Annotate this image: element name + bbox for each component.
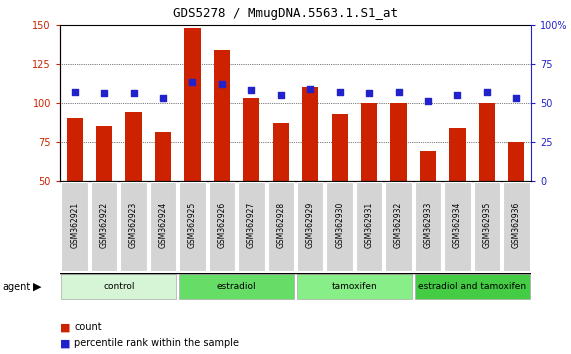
Point: [70, 89, 79, 95]
Point: [276, 92, 286, 98]
Bar: [96, 126, 112, 181]
Point: [99, 91, 108, 96]
FancyBboxPatch shape: [444, 182, 471, 271]
Text: GSM362922: GSM362922: [99, 202, 108, 248]
Point: [394, 89, 403, 95]
Text: GSM362930: GSM362930: [335, 201, 344, 248]
Text: estradiol and tamoxifen: estradiol and tamoxifen: [418, 282, 526, 291]
Point: [129, 91, 138, 96]
Text: GSM362932: GSM362932: [394, 201, 403, 248]
FancyBboxPatch shape: [120, 182, 147, 271]
Bar: [420, 151, 436, 181]
Bar: [179, 274, 294, 299]
Text: count: count: [74, 322, 102, 332]
FancyBboxPatch shape: [356, 182, 383, 271]
FancyBboxPatch shape: [415, 182, 441, 271]
Bar: [361, 103, 377, 181]
Text: GSM362925: GSM362925: [188, 201, 197, 248]
Text: ■: ■: [60, 322, 70, 332]
Point: [305, 86, 315, 91]
Text: GSM362933: GSM362933: [424, 201, 432, 248]
Text: ■: ■: [60, 338, 70, 348]
FancyBboxPatch shape: [179, 182, 206, 271]
Text: GSM362934: GSM362934: [453, 201, 462, 248]
Bar: [184, 28, 200, 181]
Text: tamoxifen: tamoxifen: [332, 282, 377, 291]
Bar: [62, 274, 176, 299]
Text: estradiol: estradiol: [217, 282, 256, 291]
Bar: [297, 274, 412, 299]
FancyBboxPatch shape: [238, 182, 264, 271]
Bar: [273, 123, 289, 181]
FancyBboxPatch shape: [91, 182, 118, 271]
FancyBboxPatch shape: [62, 182, 88, 271]
Point: [364, 91, 373, 96]
FancyBboxPatch shape: [297, 182, 323, 271]
Text: GSM362926: GSM362926: [218, 201, 226, 248]
Point: [335, 89, 344, 95]
Text: GSM362935: GSM362935: [482, 201, 492, 248]
Text: GSM362927: GSM362927: [247, 201, 256, 248]
FancyBboxPatch shape: [208, 182, 235, 271]
Bar: [243, 98, 259, 181]
Text: GSM362931: GSM362931: [365, 201, 373, 248]
Text: GSM362936: GSM362936: [512, 201, 521, 248]
Bar: [332, 114, 348, 181]
Bar: [302, 87, 318, 181]
Bar: [214, 50, 230, 181]
Bar: [478, 103, 495, 181]
Text: ▶: ▶: [33, 282, 42, 292]
Text: GDS5278 / MmugDNA.5563.1.S1_at: GDS5278 / MmugDNA.5563.1.S1_at: [173, 7, 398, 20]
Point: [158, 95, 167, 101]
FancyBboxPatch shape: [150, 182, 176, 271]
Bar: [508, 142, 524, 181]
Text: agent: agent: [3, 282, 31, 292]
FancyBboxPatch shape: [385, 182, 412, 271]
Point: [482, 89, 492, 95]
Bar: [67, 118, 83, 181]
Bar: [391, 103, 407, 181]
Bar: [126, 112, 142, 181]
Text: GSM362921: GSM362921: [70, 202, 79, 248]
Point: [218, 81, 227, 87]
Bar: [449, 127, 465, 181]
Bar: [415, 274, 529, 299]
FancyBboxPatch shape: [473, 182, 500, 271]
FancyBboxPatch shape: [327, 182, 353, 271]
Point: [424, 98, 433, 104]
Text: GSM362928: GSM362928: [276, 202, 286, 248]
Point: [512, 95, 521, 101]
FancyBboxPatch shape: [503, 182, 529, 271]
Text: GSM362923: GSM362923: [129, 201, 138, 248]
Text: GSM362929: GSM362929: [305, 201, 315, 248]
Text: GSM362924: GSM362924: [159, 201, 167, 248]
Point: [188, 80, 197, 85]
Point: [247, 87, 256, 93]
FancyBboxPatch shape: [268, 182, 294, 271]
Text: percentile rank within the sample: percentile rank within the sample: [74, 338, 239, 348]
Bar: [155, 132, 171, 181]
Text: control: control: [103, 282, 135, 291]
Point: [453, 92, 462, 98]
